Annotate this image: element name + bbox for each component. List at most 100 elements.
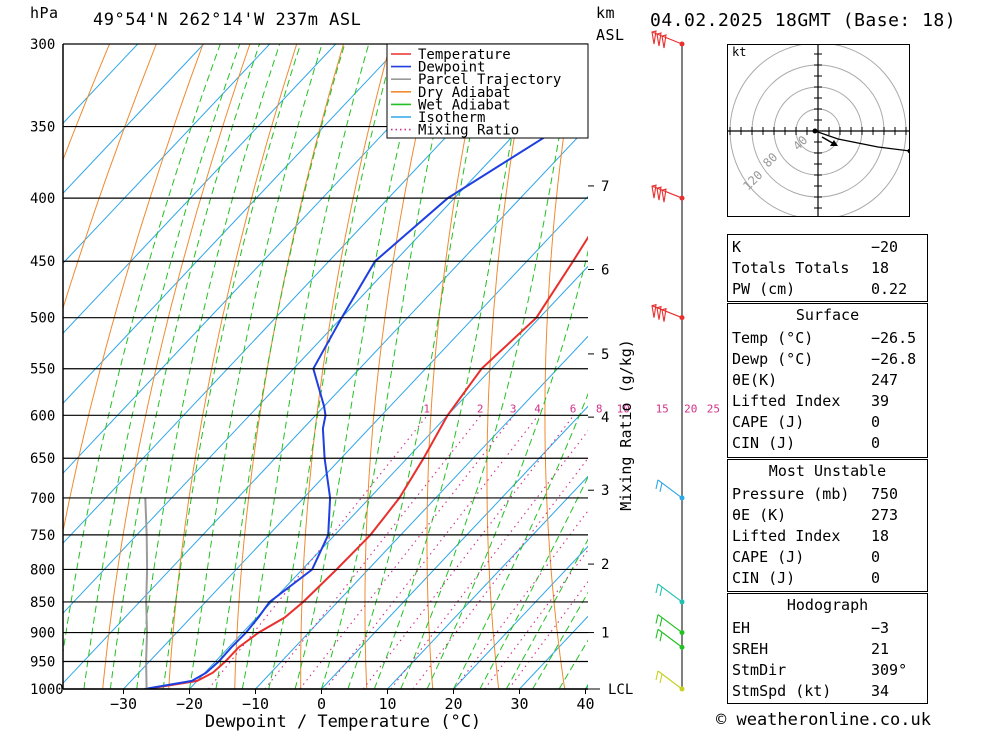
index-row: StmDir 309°	[728, 660, 927, 681]
index-value: −3	[871, 619, 890, 637]
mixing-ratio-axis-label: Mixing Ratio (g/kg)	[617, 339, 635, 511]
isotherm-line	[63, 44, 535, 544]
wind-barb-feather	[655, 614, 659, 624]
km-tick-label: 5	[601, 347, 609, 363]
isotherm-line	[63, 44, 139, 124]
surface-title: Surface	[795, 306, 860, 324]
wind-barb	[651, 303, 685, 322]
temp-tick-label: 0	[317, 695, 326, 713]
index-label: CIN (J)	[732, 434, 796, 452]
most-unstable-box: Most Unstable Pressure (mb) 750 θE (K) 273 L…	[727, 459, 928, 592]
index-label: Temp (°C)	[732, 329, 814, 347]
temp-tick-label: 10	[378, 695, 396, 713]
index-value: 0	[871, 548, 881, 566]
km-tick-label: 3	[601, 483, 609, 499]
index-label: θE (K)	[732, 506, 787, 524]
index-row: StmSpd (kt) 34	[728, 681, 927, 702]
wind-barb-feather	[659, 632, 663, 642]
pressure-label: 750	[30, 528, 55, 544]
wind-barb-feather	[659, 617, 663, 627]
index-label: K	[732, 238, 742, 256]
index-row: θE(K) 247	[728, 370, 927, 391]
legend-label: Dry Adiabat	[418, 85, 511, 101]
index-row: Lifted Index 39	[728, 391, 927, 412]
mixing-ratio-label: 10	[617, 402, 630, 415]
index-value: −26.8	[871, 350, 917, 368]
general-indices-box: K −20 Totals Totals 18 PW (cm) 0.22	[727, 234, 928, 302]
pressure-label: 450	[30, 254, 55, 270]
dry-adiabat-line	[168, 44, 298, 689]
wind-barb-feather	[655, 583, 659, 594]
general-indices-table: K −20 Totals Totals 18 PW (cm) 0.22	[728, 237, 927, 300]
index-value: 0	[871, 434, 881, 452]
mixing-ratio-line	[484, 549, 588, 689]
mixing-ratio-line	[299, 414, 515, 689]
hodograph-start-dot	[812, 128, 818, 134]
index-label: Lifted Index	[732, 527, 841, 545]
temp-tick-label: −20	[176, 695, 203, 713]
wet-adiabat-line	[83, 44, 241, 689]
index-value: 247	[871, 371, 899, 389]
most-unstable-table: Pressure (mb) 750 θE (K) 273 Lifted Index 18 C…	[728, 484, 927, 589]
index-label: SREH	[732, 640, 769, 658]
isotherm-line	[63, 44, 205, 194]
pressure-label: 700	[30, 491, 55, 507]
index-label: Lifted Index	[732, 392, 841, 410]
wind-barb-shaft	[657, 614, 683, 634]
pressure-label: 300	[30, 37, 55, 53]
mixing-ratio-label: 25	[707, 402, 720, 415]
hodograph-indices-title: Hodograph	[786, 596, 869, 614]
wind-barb-flag	[651, 184, 657, 199]
storm-motion-arrowhead	[830, 140, 838, 146]
isotherm-line	[189, 265, 588, 689]
index-value: 39	[871, 392, 890, 410]
mixing-ratio-label: 15	[656, 402, 669, 415]
temp-tick-label: 40	[576, 695, 594, 713]
index-row: θE (K) 273	[728, 505, 927, 526]
wind-barb-feather	[659, 673, 663, 684]
wind-barb	[651, 184, 685, 203]
dry-adiabat-line	[952, 44, 1000, 689]
temp-tick-label: −10	[242, 695, 269, 713]
isotherm-line	[387, 475, 588, 689]
temperature-profile	[146, 235, 588, 689]
pressure-label: 1000	[30, 682, 64, 698]
legend-box	[386, 43, 589, 139]
km-tick-label: 6	[601, 262, 609, 278]
isotherm-line	[321, 405, 588, 689]
mixing-ratio-label: 2	[477, 402, 484, 415]
legend-label: Parcel Trajectory	[418, 72, 561, 88]
dry-adiabat-line	[426, 44, 485, 689]
wind-barb-feather	[655, 670, 659, 681]
wind-barb-shaft	[657, 628, 683, 648]
index-label: CAPE (J)	[732, 413, 805, 431]
index-value: 750	[871, 485, 899, 503]
hodograph-ring-label: 120	[740, 168, 765, 193]
wind-barb-feather	[655, 629, 659, 639]
wind-barb	[655, 670, 685, 692]
wind-barb-flag	[661, 34, 667, 49]
index-label: Totals Totals	[732, 259, 850, 277]
wind-barb	[655, 583, 685, 605]
index-row: CAPE (J) 0	[728, 547, 927, 568]
mixing-ratio-label: 4	[534, 402, 541, 415]
mixing-ratio-label: 3	[510, 402, 517, 415]
pressure-label: 550	[30, 362, 55, 378]
temp-tick-label: −30	[110, 695, 137, 713]
index-label: CIN (J)	[732, 569, 796, 587]
pressure-label: 650	[30, 451, 55, 467]
wet-adiabat-line	[109, 44, 260, 689]
index-value: 18	[871, 259, 890, 277]
hodograph-end-dot	[907, 148, 913, 154]
index-label: EH	[732, 619, 751, 637]
copyright-link[interactable]: © weatheronline.co.uk	[716, 710, 931, 730]
wet-adiabat-line	[162, 44, 301, 689]
pressure-label: 900	[30, 626, 55, 642]
index-row: CAPE (J) 0	[728, 412, 927, 433]
isotherm-line	[63, 44, 469, 474]
index-label: Dewp (°C)	[732, 350, 814, 368]
index-value: 309°	[871, 661, 908, 679]
wet-adiabat-line	[241, 44, 370, 689]
km-tick-label: 7	[601, 179, 609, 195]
